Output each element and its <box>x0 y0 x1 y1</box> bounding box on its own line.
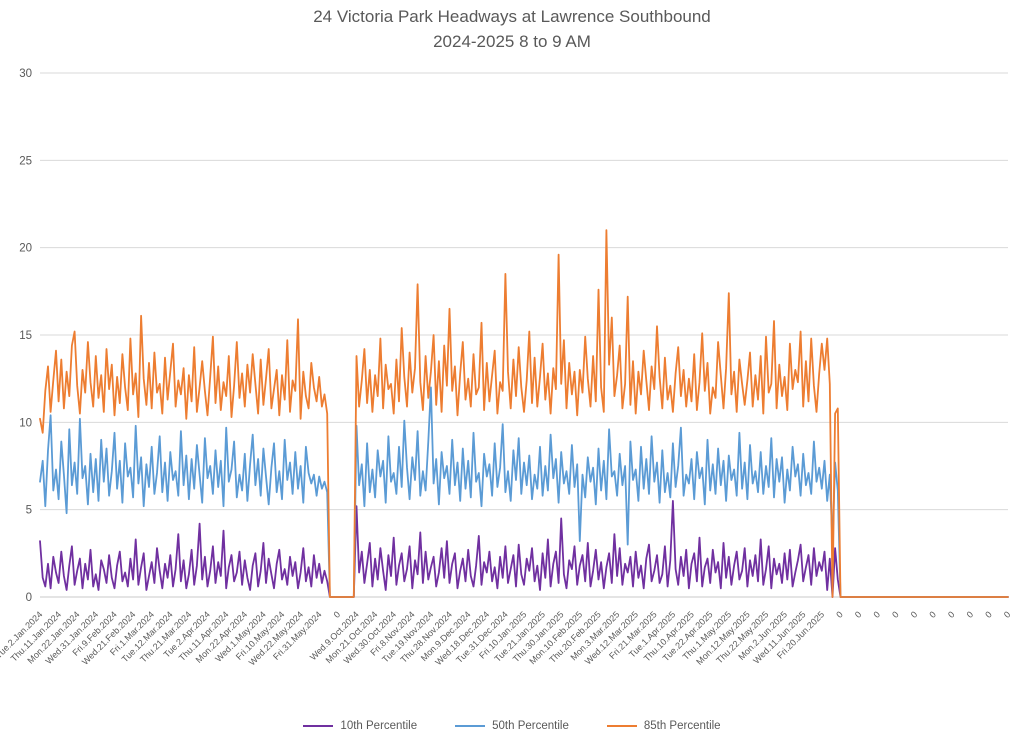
legend-label-10th: 10th Percentile <box>340 720 418 732</box>
chart-legend: 10th Percentile 50th Percentile 85th Per… <box>0 720 1024 732</box>
x-tick-label: 0 <box>909 609 920 620</box>
y-tick-label-30: 30 <box>19 68 32 80</box>
x-tick-label: 0 <box>332 609 343 620</box>
y-tick-label-25: 25 <box>19 155 32 167</box>
legend-line-swatch-10th <box>303 724 334 728</box>
legend-label-50th: 50th Percentile <box>492 720 569 732</box>
y-tick-label-20: 20 <box>19 243 32 255</box>
x-tick-label: 0 <box>983 609 994 620</box>
headways-line-chart-plot: 051015202530Tue.2.Jan.2024Thu.11.Jan.202… <box>0 68 1013 667</box>
legend-line-swatch-50th <box>455 724 486 728</box>
x-tick-label: 0 <box>890 609 901 620</box>
chart-title-line1: 24 Victoria Park Headways at Lawrence So… <box>313 7 711 26</box>
chart-title: 24 Victoria Park Headways at Lawrence So… <box>0 5 1024 54</box>
x-tick-label: 0 <box>853 609 864 620</box>
x-tick-label: 0 <box>871 609 882 620</box>
y-tick-label-10: 10 <box>19 417 32 429</box>
legend-item-10th-percentile: 10th Percentile <box>303 720 417 732</box>
x-tick-label: 0 <box>927 609 938 620</box>
y-tick-label-0: 0 <box>26 592 32 604</box>
y-tick-label-15: 15 <box>19 330 32 342</box>
x-tick-label: 0 <box>834 609 845 620</box>
series-line-10th-percentile <box>39 499 1009 598</box>
legend-item-50th-percentile: 50th Percentile <box>455 720 569 732</box>
series-line-85th-percentile <box>39 229 1009 598</box>
x-tick-label: 0 <box>1002 609 1013 620</box>
legend-label-85th: 85th Percentile <box>643 720 721 732</box>
x-tick-label: 0 <box>946 609 957 620</box>
legend-line-swatch-85th <box>606 724 637 728</box>
x-tick-label: 0 <box>965 609 976 620</box>
y-tick-label-5: 5 <box>26 505 32 517</box>
legend-item-85th-percentile: 85th Percentile <box>606 720 721 732</box>
series-line-50th-percentile <box>39 386 1009 598</box>
chart-title-line2: 2024-2025 8 to 9 AM <box>433 31 591 51</box>
